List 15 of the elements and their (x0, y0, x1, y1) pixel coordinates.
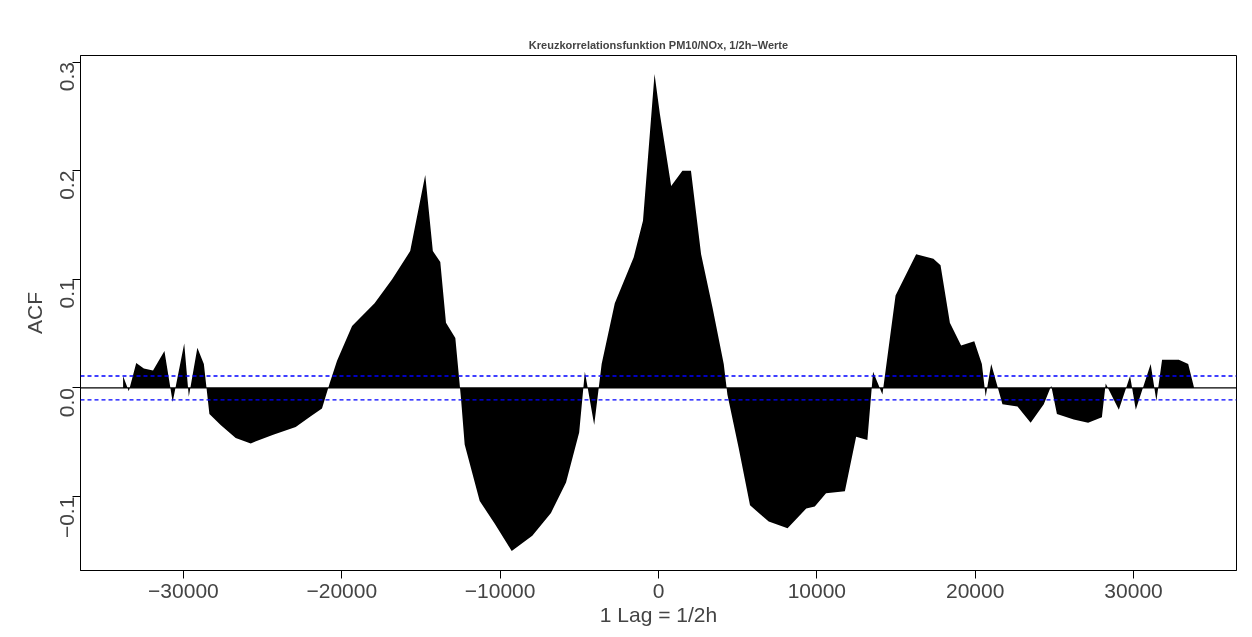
x-tick-label: 30000 (1104, 578, 1163, 602)
y-tick-label: 0.0 (55, 387, 79, 418)
x-tick-label: −20000 (306, 578, 378, 602)
x-tick-label: −10000 (464, 578, 536, 602)
x-tick-label: −30000 (148, 578, 219, 602)
x-tick-label: 20000 (946, 578, 1005, 602)
y-tick-label: 0.1 (55, 279, 79, 309)
x-tick-label: 10000 (787, 578, 847, 602)
y-tick-label: 0.2 (55, 170, 79, 200)
y-tick-label: −0.1 (55, 496, 79, 539)
x-tick-label: 0 (652, 578, 665, 602)
y-tick-label: 0.3 (55, 62, 79, 92)
y-axis-title: ACF (22, 292, 46, 334)
chart-title: Kreuzkorrelationsfunktion PM10/NOx, 1/2h−Werte (528, 38, 789, 51)
x-axis-title: 1 Lag = 1/2h (599, 602, 718, 626)
